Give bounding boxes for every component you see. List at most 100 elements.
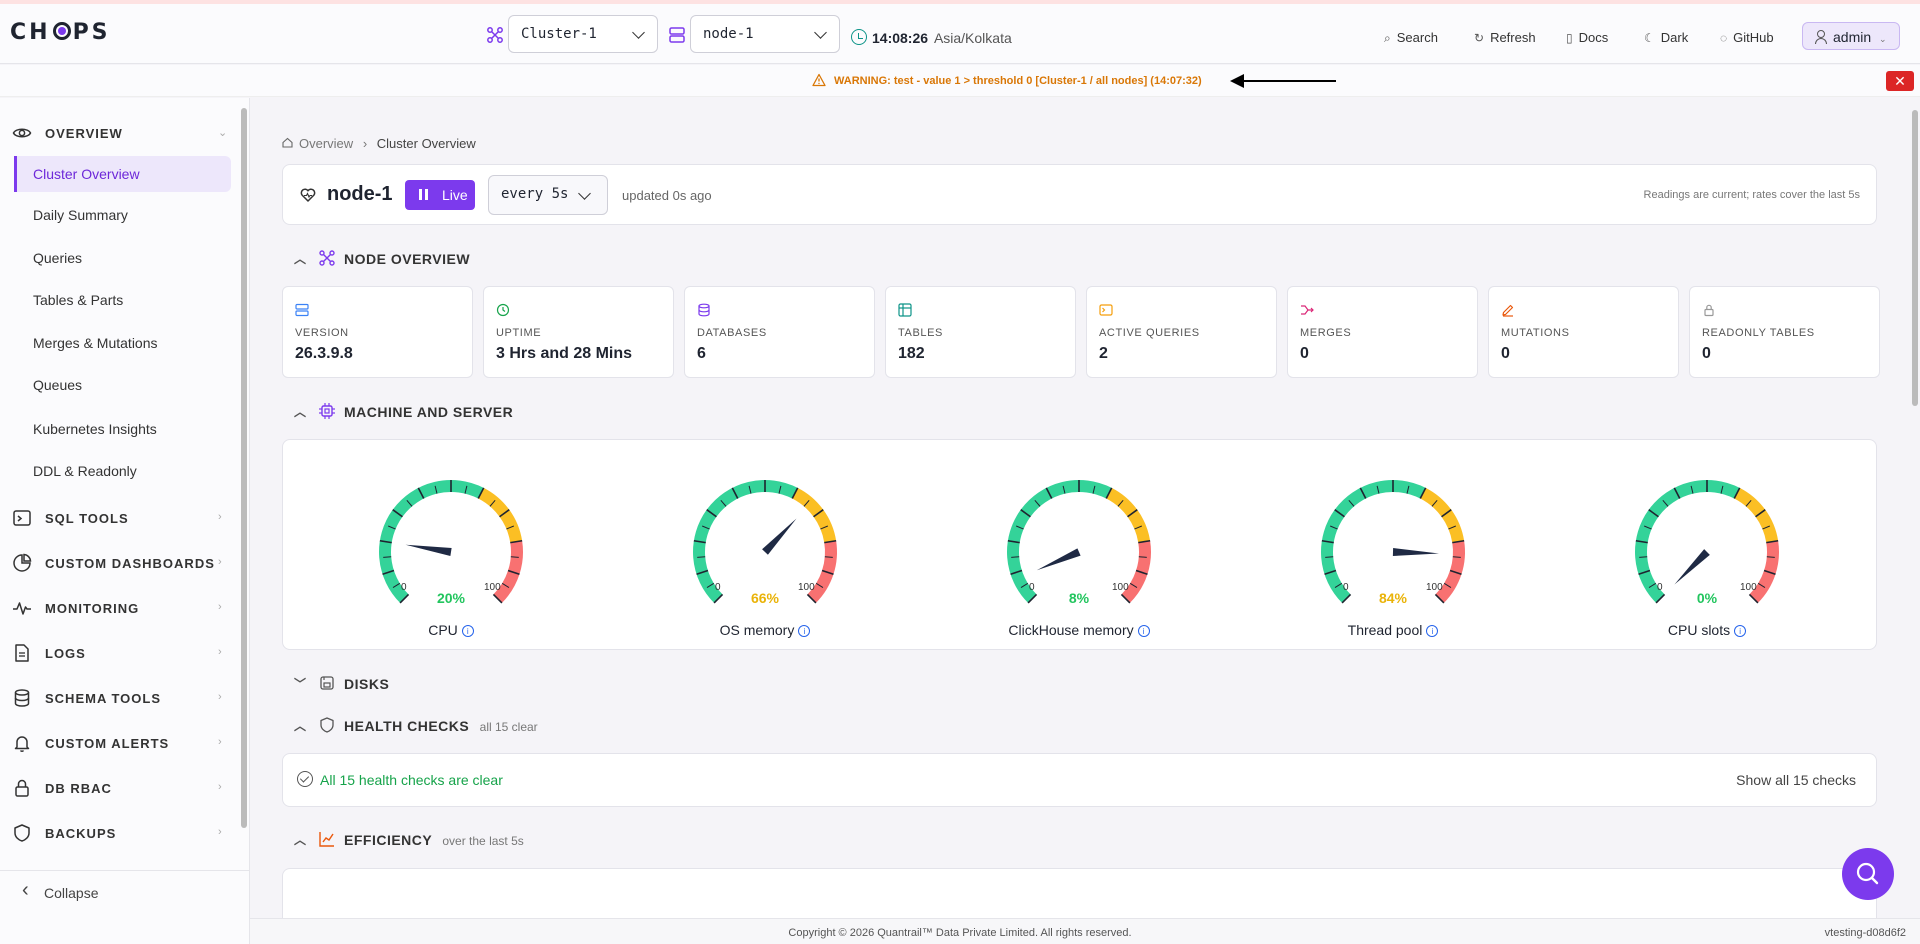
sidebar-item-ddl-readonly[interactable]: DDL & Readonly [33,463,137,479]
show-all-checks-button[interactable]: Show all 15 checks [1736,772,1856,788]
dark-label: Dark [1660,30,1689,45]
gauge-arc-warning [1106,487,1151,543]
info-icon[interactable]: i [1137,625,1150,637]
gauge-tick [1406,485,1410,494]
gauge-name: Thread pool [1347,622,1423,638]
chevron-right-icon[interactable]: › [218,601,222,613]
section-health-checks[interactable]: ︿ HEALTH CHECKS all 15 clear [294,717,538,734]
gauge-tick [824,539,837,544]
gauge-tick [379,539,392,544]
stat-card-tables: TABLES 182 [885,286,1076,378]
gauge-tick [1015,525,1024,530]
sidebar-section-label: DB RBAC [45,781,112,796]
gauge-tick [813,509,824,518]
gauge-tick [1062,485,1066,494]
health-summary-card [282,753,1877,807]
chevron-up-icon[interactable]: ︿ [294,405,307,419]
dark-mode-button[interactable]: ☾ Dark [1644,30,1688,45]
chevron-right-icon[interactable]: › [218,781,222,793]
info-icon[interactable]: i [461,625,474,637]
chevron-up-icon[interactable]: ︿ [294,719,307,733]
gauge-tick [1648,582,1657,588]
chevron-up-icon[interactable]: ︿ [294,252,307,266]
gauge-dial [1635,480,1779,604]
gauge-tick [1324,569,1337,576]
chevron-right-icon[interactable]: › [218,736,222,748]
gauge-tick [1359,487,1367,499]
info-icon[interactable]: i [798,625,811,637]
chevron-down-icon [814,26,827,39]
refresh-button[interactable]: ↻ Refresh [1474,30,1536,45]
chevron-right-icon[interactable]: › [218,826,222,838]
chevron-right-icon[interactable]: › [218,691,222,703]
cluster-select[interactable]: Cluster-1 [508,15,658,53]
gauge-tick [1120,593,1131,604]
collapse-sidebar-button[interactable]: Collapse [0,870,250,910]
live-toggle-button[interactable]: Live [405,180,475,210]
sidebar-item-cluster-overview[interactable]: Cluster Overview [14,156,231,192]
main-scrollbar[interactable] [1912,110,1918,406]
info-icon[interactable]: i [1426,625,1439,637]
user-menu-button[interactable]: admin ⌄ [1802,22,1900,50]
chevron-right-icon[interactable]: › [218,646,222,658]
chevron-down-icon[interactable]: ⌄ [218,127,228,139]
app-logo[interactable]: CH PS [10,20,111,45]
clock-icon [851,29,867,45]
gauge-label: CPU i [341,622,561,638]
gauge-tick [1334,509,1345,518]
node-title: node-1 [327,183,393,205]
gauge-os-memory: 0 100 66% OS memory i [655,470,875,640]
sidebar-item-label: Cluster Overview [33,166,140,182]
chevron-right-icon[interactable]: › [218,556,222,568]
gauge-tick [1135,569,1148,576]
terminal-icon [1099,304,1113,316]
gauge-tick [382,569,395,576]
breadcrumb-root[interactable]: Overview [299,136,354,151]
top-bar: CH PS Cluster-1 node-1 14:08:26 Asia/Kolk… [0,0,1920,64]
stat-card-version: VERSION 26.3.9.8 [282,286,473,378]
sidebar-scrollbar[interactable] [241,108,247,828]
node-select[interactable]: node-1 [690,15,840,53]
sidebar-item-daily-summary[interactable]: Daily Summary [33,207,128,223]
gauge-tick [1020,509,1031,518]
sidebar-item-queues[interactable]: Queues [33,377,83,393]
gauge-tick [1662,499,1669,507]
gauge-tick [821,569,834,576]
sidebar-section-label: SQL TOOLS [45,511,129,526]
warning-close-button[interactable]: ✕ [1886,71,1914,91]
search-fab-button[interactable] [1842,848,1894,900]
gauge-arc-normal [693,480,798,603]
gauge-tick [806,593,817,604]
gauge-label: CPU slots i [1597,622,1817,638]
refresh-interval-select[interactable]: every 5s [488,175,608,215]
sidebar-item-queries[interactable]: Queries [33,250,83,266]
github-button[interactable]: ◌ GitHub [1720,30,1774,45]
gauge-tick [1329,525,1338,530]
sidebar-item-kubernetes-insights[interactable]: Kubernetes Insights [33,421,157,437]
chevron-up-icon[interactable]: ︿ [294,833,307,847]
clock-icon [496,303,510,317]
chevron-down-icon[interactable]: ﹀ [294,677,307,691]
chevron-right-icon[interactable]: › [218,511,222,523]
gauge-dial [1321,480,1465,604]
section-disks[interactable]: ﹀ DISKS [294,676,389,692]
chevron-down-icon: ⌄ [1879,34,1887,44]
health-message: All 15 health checks are clear [320,772,503,788]
sidebar-item-merges-mutations[interactable]: Merges & Mutations [33,335,158,351]
updated-status: updated 0s ago [622,188,712,203]
section-node-overview[interactable]: ︿ NODE OVERVIEW [294,250,470,267]
section-machine-server[interactable]: ︿ MACHINE AND SERVER [294,403,513,420]
activity-icon [13,602,31,615]
gauge-tick [1449,569,1462,576]
gauge-max-label: 100 [484,582,501,593]
footer-version: vtesting-d08d6f2 [1824,927,1906,939]
search-button[interactable]: ⌕ Search [1384,30,1438,46]
info-icon[interactable]: i [1734,625,1747,637]
section-efficiency[interactable]: ︿ EFFICIENCY over the last 5s [294,832,524,848]
sidebar-item-tables-parts[interactable]: Tables & Parts [33,292,124,308]
docs-button[interactable]: ▯ Docs [1566,30,1608,45]
gauge-tick [1448,525,1457,530]
gauge-tick [824,556,833,558]
stat-value: 2 [1099,345,1108,362]
footer-copyright: Copyright © 2026 Quantrail™ Data Private… [788,927,1132,939]
